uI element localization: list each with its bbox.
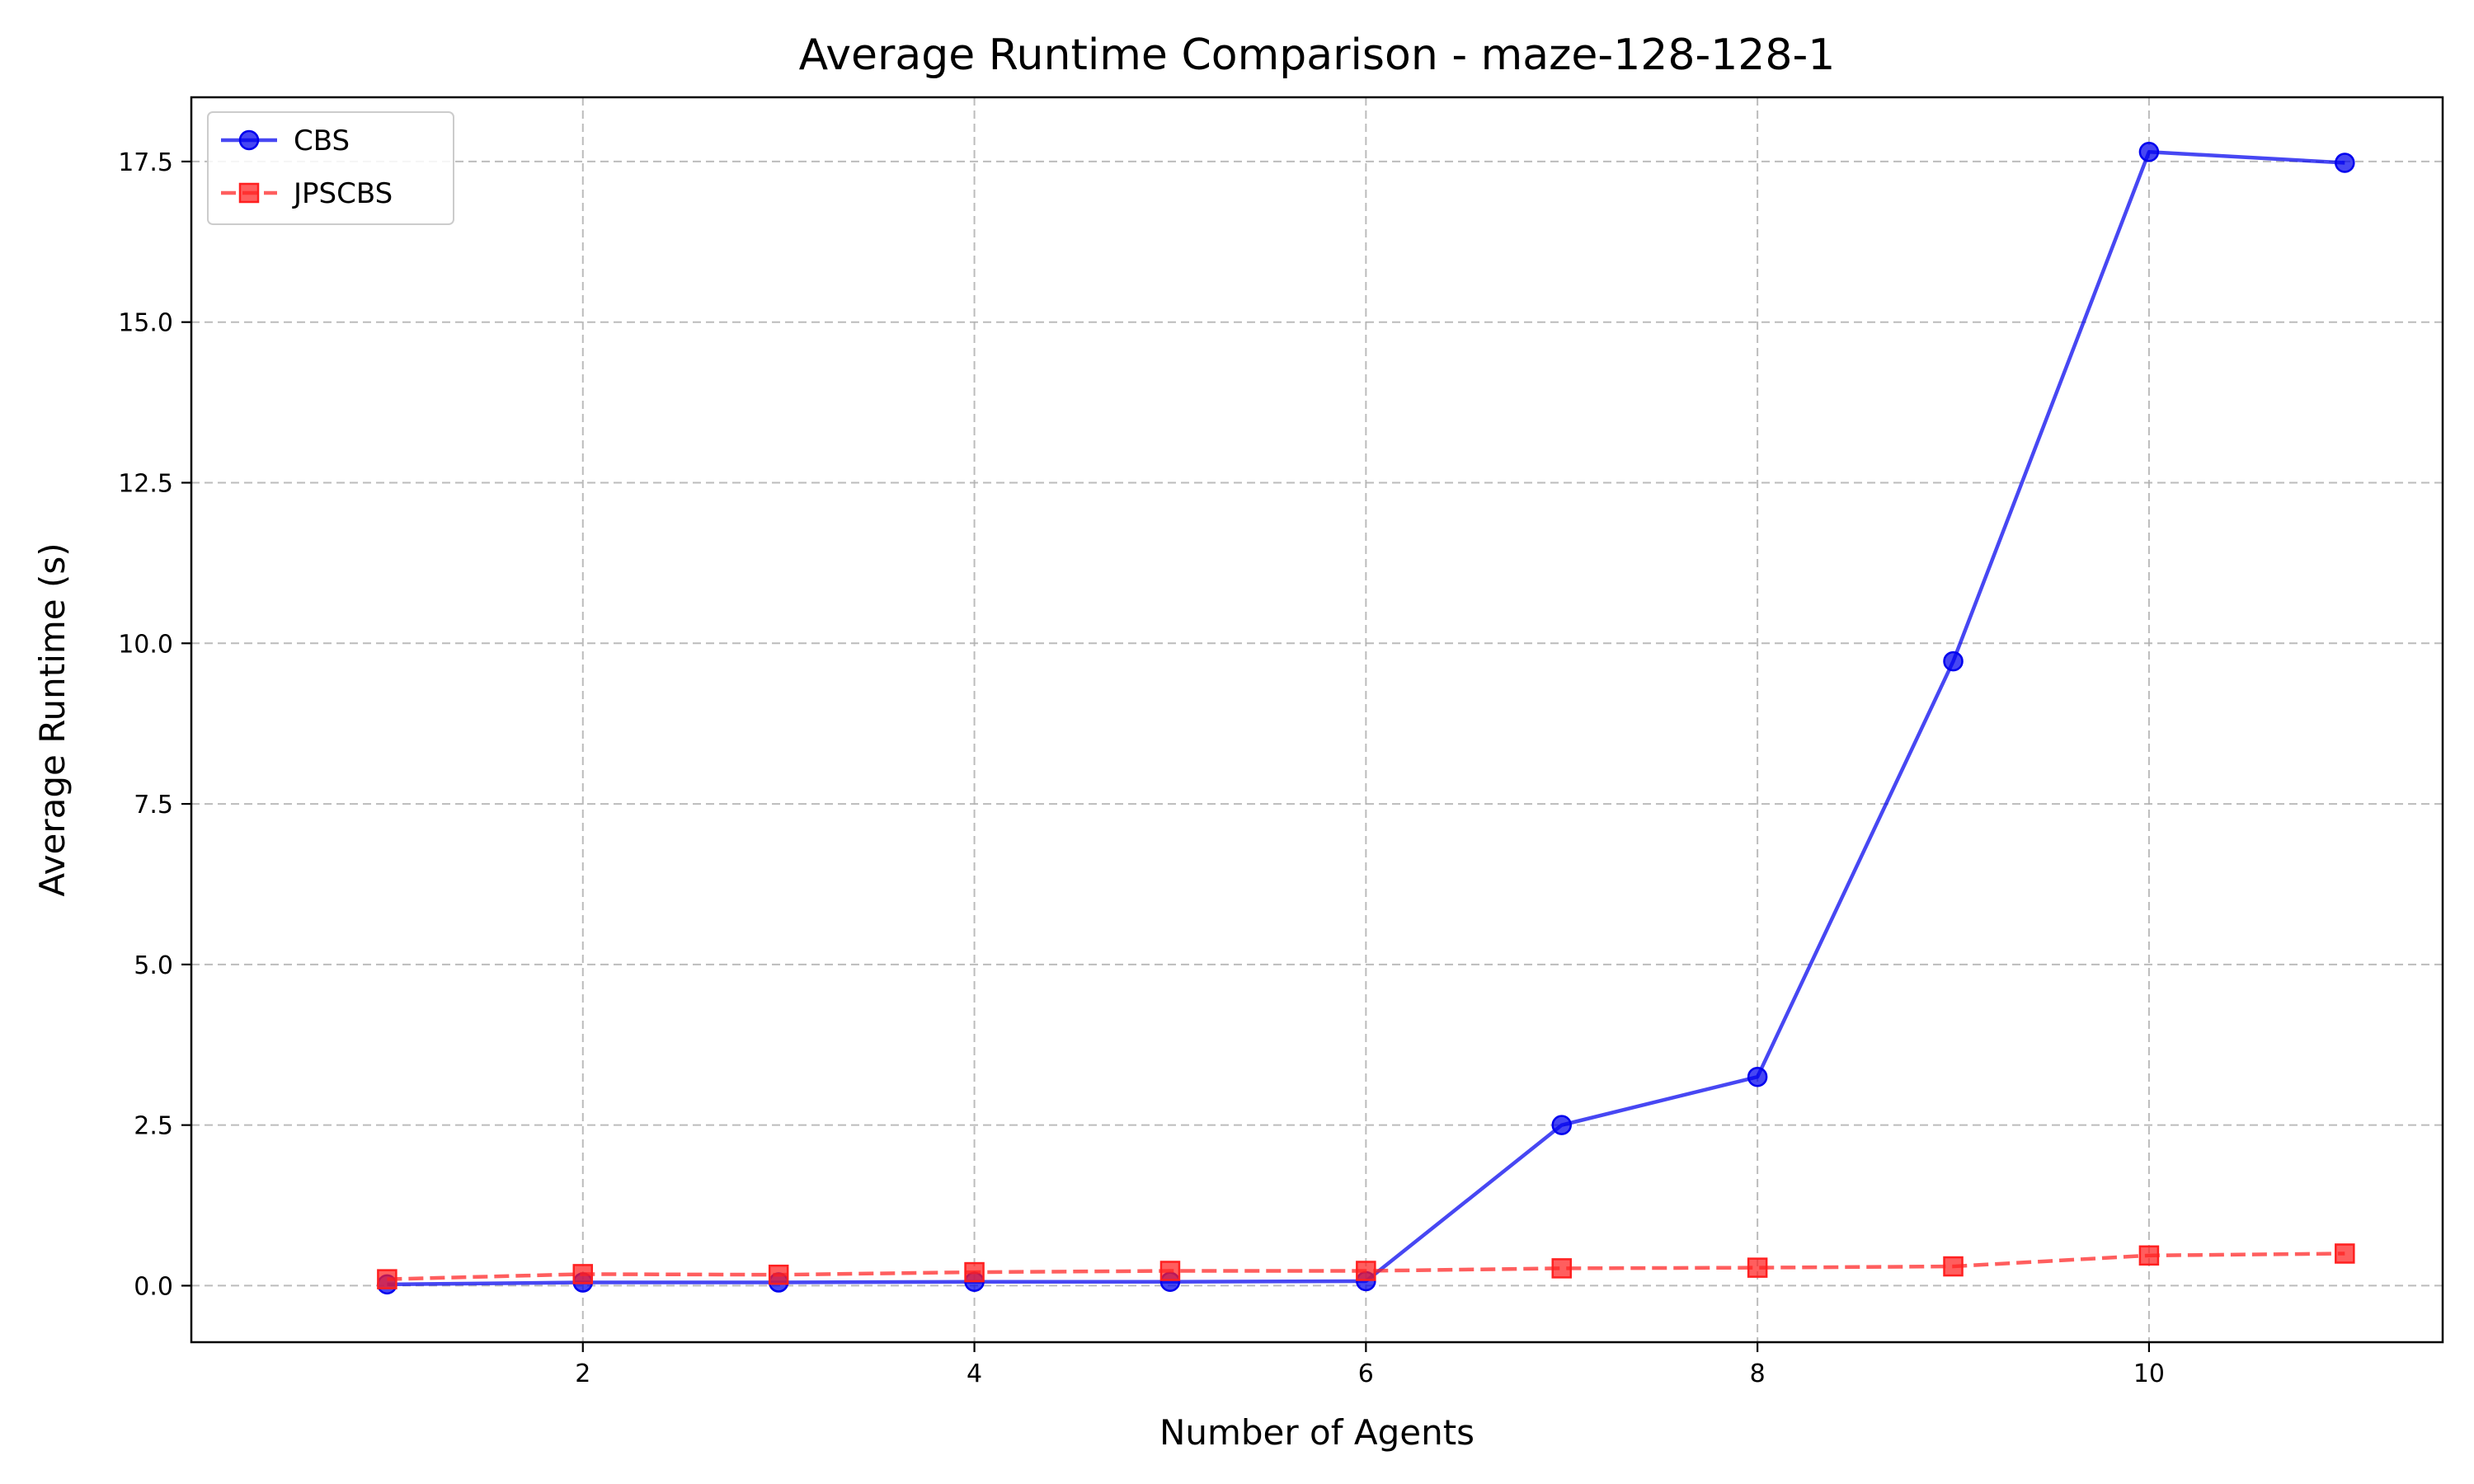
series-jpscbs — [377, 1243, 2355, 1289]
y-tick-label: 15.0 — [118, 309, 173, 338]
x-tick-label: 2 — [575, 1360, 590, 1388]
series-layer — [377, 141, 2355, 1295]
legend-item-cbs: CBS — [221, 124, 350, 157]
data-point — [1747, 1257, 1768, 1278]
legend-marker — [238, 129, 260, 151]
data-point — [1159, 1261, 1181, 1281]
y-axis-title: Average Runtime (s) — [32, 542, 73, 896]
data-point — [768, 1264, 789, 1285]
x-tick-label: 8 — [1750, 1360, 1766, 1388]
legend-label: CBS — [294, 124, 350, 157]
legend-label: JPSCBS — [292, 177, 393, 210]
legend: CBS JPSCBS — [207, 111, 454, 225]
legend-marker — [238, 182, 260, 204]
data-point — [1551, 1115, 1572, 1135]
y-tick-label: 0.0 — [134, 1272, 173, 1301]
plot-frame — [190, 96, 2444, 1344]
y-tick-label: 2.5 — [134, 1112, 173, 1141]
chart-title: Average Runtime Comparison - maze-128-12… — [799, 31, 1836, 80]
data-point — [2138, 1245, 2160, 1266]
y-tick-label: 5.0 — [134, 951, 173, 980]
data-point — [964, 1261, 985, 1283]
data-point — [1747, 1066, 1768, 1087]
x-axis-title: Number of Agents — [1159, 1412, 1475, 1453]
y-tick-label: 17.5 — [118, 148, 173, 177]
axis-ticks: 2 4 6 8 10 0.0 2.5 5.0 7.5 10.0 12.5 15.0 17.5 — [118, 148, 2165, 1388]
data-point — [2335, 1243, 2355, 1264]
grid-lines — [191, 97, 2443, 1342]
legend-item-jpscbs: JPSCBS — [221, 177, 393, 210]
data-point — [1551, 1258, 1572, 1279]
data-point — [1943, 650, 1964, 672]
data-point — [2138, 141, 2160, 162]
data-point — [1943, 1256, 1964, 1277]
y-tick-label: 10.0 — [118, 630, 173, 659]
y-tick-label: 12.5 — [118, 469, 173, 498]
data-point — [2335, 153, 2355, 173]
y-tick-label: 7.5 — [134, 791, 173, 819]
data-point — [1356, 1261, 1376, 1281]
data-point — [572, 1264, 594, 1284]
x-tick-label: 10 — [2133, 1360, 2165, 1388]
data-point — [377, 1269, 397, 1289]
x-tick-label: 4 — [967, 1360, 982, 1388]
x-tick-label: 6 — [1358, 1360, 1374, 1388]
